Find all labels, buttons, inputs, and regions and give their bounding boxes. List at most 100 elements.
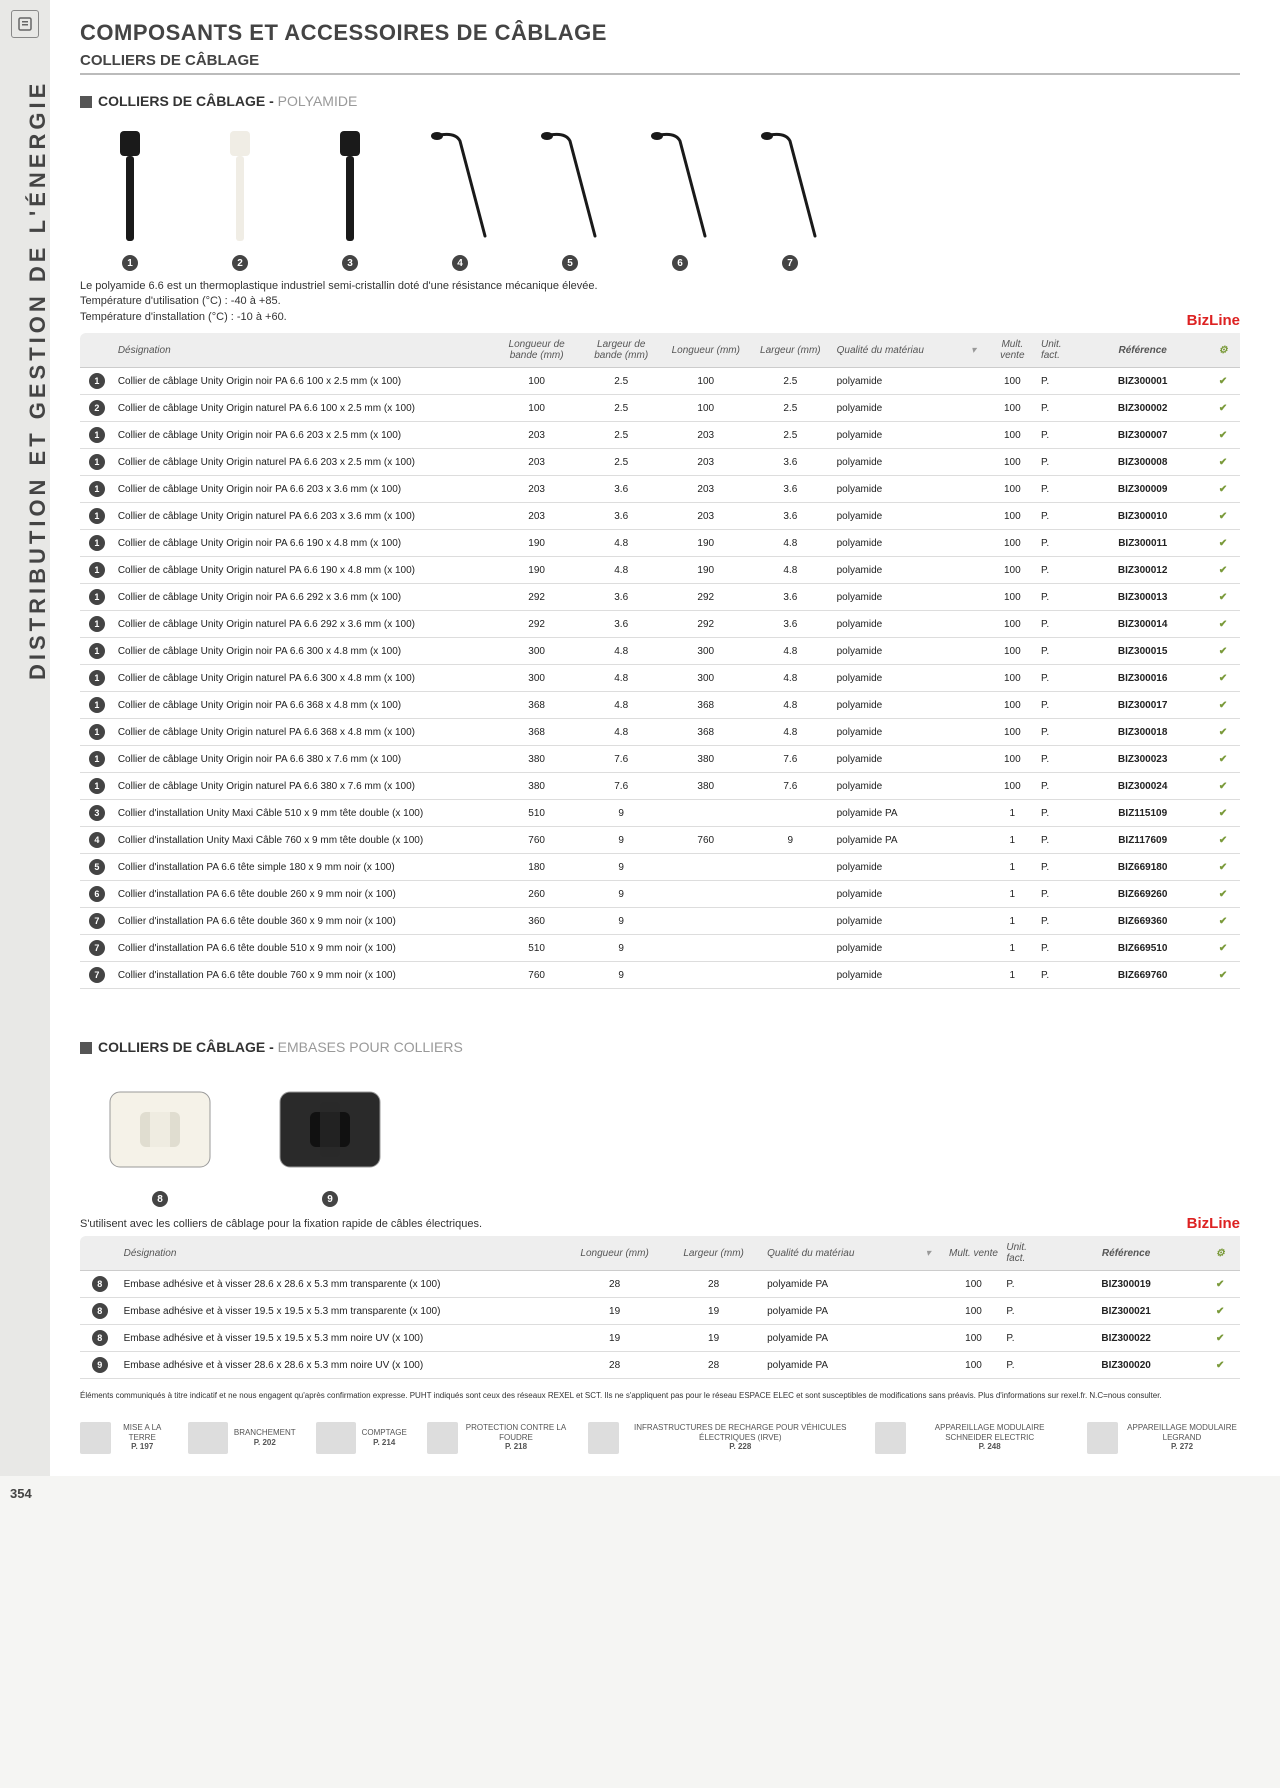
disclaimer-text: Éléments communiqués à titre indicatif e… <box>80 1391 1240 1401</box>
row-bullet: 4 <box>89 832 105 848</box>
row-bullet: 1 <box>89 454 105 470</box>
product-image: 6 <box>640 121 720 271</box>
page-subtitle: COLLIERS DE CÂBLAGE <box>80 52 1240 75</box>
table-row: 3Collier d'installation Unity Maxi Câble… <box>80 800 1240 827</box>
table-row: 1Collier de câblage Unity Origin naturel… <box>80 503 1240 530</box>
table-header: Unit. fact. <box>1037 333 1079 368</box>
row-bullet: 1 <box>89 697 105 713</box>
catalog-icon <box>11 10 39 38</box>
table-row: 1Collier de câblage Unity Origin naturel… <box>80 557 1240 584</box>
table-header: Longueur de bande (mm) <box>494 333 579 368</box>
footer-label: APPAREILLAGE MODULAIRE SCHNEIDER ELECTRI… <box>912 1423 1067 1452</box>
table-header: Qualité du matériau <box>833 333 960 368</box>
row-bullet: 1 <box>89 562 105 578</box>
table-row: 1Collier de câblage Unity Origin naturel… <box>80 611 1240 638</box>
table-header: Mult. vente <box>988 333 1037 368</box>
row-bullet: 1 <box>89 724 105 740</box>
footer-nav-item[interactable]: APPAREILLAGE MODULAIRE SCHNEIDER ELECTRI… <box>875 1422 1067 1454</box>
brand-logo: BizLine <box>1187 312 1240 329</box>
image-bullet: 7 <box>782 255 798 271</box>
footer-label: APPAREILLAGE MODULAIRE LEGRANDP. 272 <box>1124 1423 1240 1452</box>
table-header: Unit. fact. <box>1002 1236 1052 1271</box>
footer-thumb-icon <box>188 1422 228 1454</box>
section1-image-row: 1234567 <box>80 121 1240 271</box>
image-bullet: 5 <box>562 255 578 271</box>
footer-thumb-icon <box>875 1422 906 1454</box>
image-bullet: 3 <box>342 255 358 271</box>
table-row: 1Collier de câblage Unity Origin naturel… <box>80 449 1240 476</box>
table-header: ▾ <box>959 333 987 368</box>
page-title: COMPOSANTS ET ACCESSOIRES DE CÂBLAGE <box>80 20 1240 46</box>
table-row: 1Collier de câblage Unity Origin naturel… <box>80 665 1240 692</box>
table-row: 1Collier de câblage Unity Origin noir PA… <box>80 476 1240 503</box>
footer-thumb-icon <box>427 1422 458 1454</box>
row-bullet: 6 <box>89 886 105 902</box>
table-header: Qualité du matériau <box>763 1236 912 1271</box>
table-header: Référence <box>1079 333 1206 368</box>
image-bullet: 4 <box>452 255 468 271</box>
footer-thumb-icon <box>80 1422 111 1454</box>
footer-thumb-icon <box>588 1422 619 1454</box>
table-row: 1Collier de câblage Unity Origin naturel… <box>80 719 1240 746</box>
image-bullet: 9 <box>322 1191 338 1207</box>
row-bullet: 1 <box>89 535 105 551</box>
table-header: ⚙ <box>1200 1236 1240 1271</box>
table-row: 1Collier de câblage Unity Origin naturel… <box>80 773 1240 800</box>
table-row: 8Embase adhésive et à visser 28.6 x 28.6… <box>80 1271 1240 1298</box>
product-image: 7 <box>750 121 830 271</box>
footer-label: COMPTAGEP. 214 <box>362 1428 407 1447</box>
table-header: Référence <box>1052 1236 1201 1271</box>
table-row: 8Embase adhésive et à visser 19.5 x 19.5… <box>80 1325 1240 1352</box>
product-image: 4 <box>420 121 500 271</box>
table-header <box>80 333 114 368</box>
table-header: Mult. vente <box>945 1236 1003 1271</box>
table-row: 1Collier de câblage Unity Origin noir PA… <box>80 368 1240 395</box>
table-row: 2Collier de câblage Unity Origin naturel… <box>80 395 1240 422</box>
table-header: Longueur (mm) <box>663 333 748 368</box>
footer-thumb-icon <box>1087 1422 1118 1454</box>
table-row: 5Collier d'installation PA 6.6 tête simp… <box>80 854 1240 881</box>
footer-thumb-icon <box>316 1422 356 1454</box>
product-image: 2 <box>200 121 280 271</box>
section2-title: COLLIERS DE CÂBLAGE - EMBASES POUR COLLI… <box>80 1039 1240 1055</box>
footer-nav-item[interactable]: BRANCHEMENTP. 202 <box>188 1422 296 1454</box>
table-row: 7Collier d'installation PA 6.6 tête doub… <box>80 908 1240 935</box>
footer-nav-item[interactable]: PROTECTION CONTRE LA FOUDREP. 218 <box>427 1422 569 1454</box>
table-header <box>80 1236 120 1271</box>
table-row: 1Collier de câblage Unity Origin noir PA… <box>80 422 1240 449</box>
table-row: 1Collier de câblage Unity Origin noir PA… <box>80 530 1240 557</box>
table-row: 1Collier de câblage Unity Origin noir PA… <box>80 638 1240 665</box>
row-bullet: 7 <box>89 940 105 956</box>
table-header: ⚙ <box>1206 333 1240 368</box>
row-bullet: 9 <box>92 1357 108 1373</box>
row-bullet: 1 <box>89 751 105 767</box>
footer-nav-item[interactable]: MISE A LA TERREP. 197 <box>80 1422 168 1454</box>
table-row: 1Collier de câblage Unity Origin noir PA… <box>80 692 1240 719</box>
sidebar-category-label: DISTRIBUTION ET GESTION DE L'ÉNERGIE <box>25 80 51 680</box>
table-row: 4Collier d'installation Unity Maxi Câble… <box>80 827 1240 854</box>
table-row: 8Embase adhésive et à visser 19.5 x 19.5… <box>80 1298 1240 1325</box>
footer-nav-item[interactable]: APPAREILLAGE MODULAIRE LEGRANDP. 272 <box>1087 1422 1240 1454</box>
row-bullet: 8 <box>92 1276 108 1292</box>
image-bullet: 6 <box>672 255 688 271</box>
section2-image-row: 89 <box>80 1067 1240 1207</box>
sidebar: DISTRIBUTION ET GESTION DE L'ÉNERGIE <box>0 0 50 1476</box>
section1-title: COLLIERS DE CÂBLAGE - POLYAMIDE <box>80 93 1240 109</box>
section2-table: DésignationLongueur (mm)Largeur (mm)Qual… <box>80 1236 1240 1379</box>
row-bullet: 5 <box>89 859 105 875</box>
section2-description: S'utilisent avec les colliers de câblage… <box>80 1218 482 1230</box>
brand-logo: BizLine <box>1187 1215 1240 1232</box>
table-header: Désignation <box>120 1236 566 1271</box>
footer-label: PROTECTION CONTRE LA FOUDREP. 218 <box>464 1423 569 1452</box>
section1-description: Le polyamide 6.6 est un thermoplastique … <box>80 279 598 325</box>
footer-label: BRANCHEMENTP. 202 <box>234 1428 296 1447</box>
table-header: Longueur (mm) <box>565 1236 664 1271</box>
section1-table: DésignationLongueur de bande (mm)Largeur… <box>80 333 1240 989</box>
footer-label: MISE A LA TERREP. 197 <box>117 1423 168 1452</box>
image-bullet: 8 <box>152 1191 168 1207</box>
row-bullet: 8 <box>92 1330 108 1346</box>
footer-nav-item[interactable]: INFRASTRUCTURES DE RECHARGE POUR VÉHICUL… <box>588 1422 855 1454</box>
table-header: Désignation <box>114 333 495 368</box>
product-image: 8 <box>90 1067 230 1207</box>
footer-nav-item[interactable]: COMPTAGEP. 214 <box>316 1422 407 1454</box>
